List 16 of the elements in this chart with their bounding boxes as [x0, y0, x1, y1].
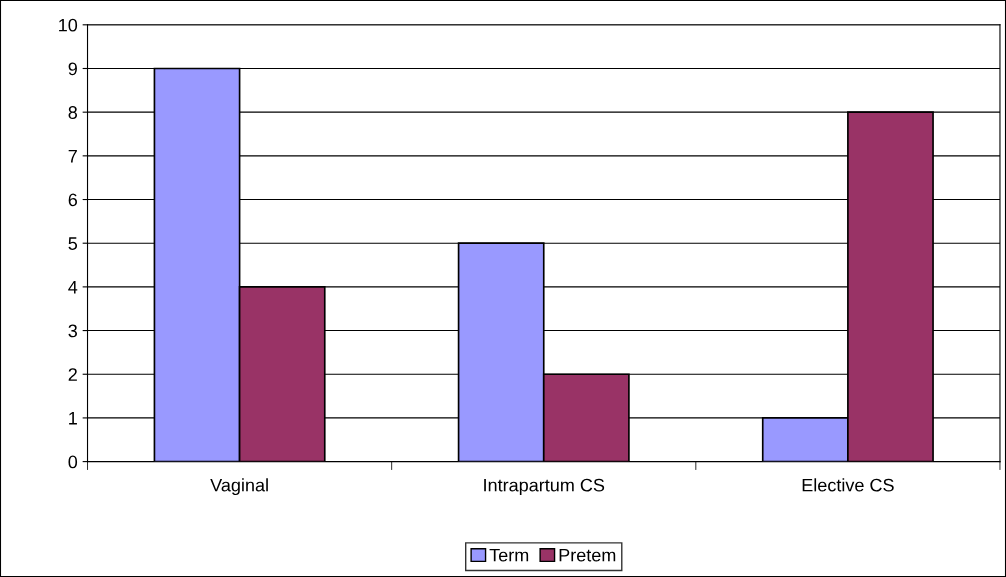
y-tick-label: 4: [68, 281, 78, 294]
y-tick-label: 2: [68, 368, 77, 381]
y-tick-label: 6: [68, 193, 78, 207]
y-tick-label: 5: [68, 237, 78, 250]
x-tick-label: Vaginal: [210, 478, 268, 496]
y-tick-label: 9: [68, 62, 77, 76]
x-tick-label: Intrapartum CS: [484, 478, 605, 496]
y-tick-label: 8: [68, 106, 78, 119]
legend-label: Pretem: [559, 548, 616, 562]
y-tick-label: 1: [69, 412, 77, 425]
legend-label: Term: [489, 548, 529, 562]
x-tick-label: Elective CS: [802, 478, 894, 492]
y-tick-label: 0: [68, 455, 78, 469]
y-tick-label: 3: [68, 324, 78, 338]
y-tick-label: 7: [68, 149, 77, 163]
y-tick-label: 10: [59, 18, 78, 32]
